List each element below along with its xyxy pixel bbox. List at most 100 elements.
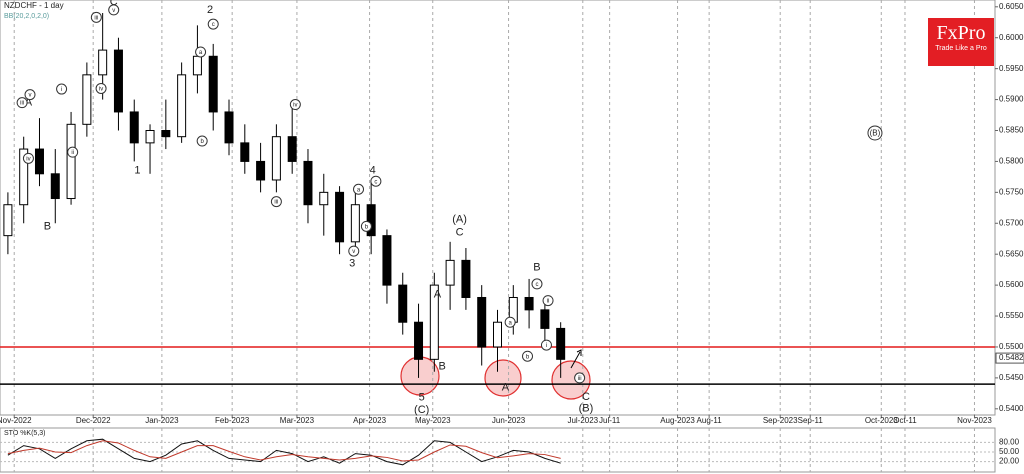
wave-label: B	[533, 262, 540, 274]
last-price-label: 0.5482	[999, 353, 1024, 362]
wave-label-circle	[867, 125, 883, 141]
candle-body	[398, 284, 408, 323]
logo-tagline: Trade Like a Pro	[935, 45, 987, 52]
candle-body	[208, 55, 218, 113]
candle-body	[493, 321, 502, 348]
candle-body	[445, 259, 455, 286]
y-tick-label: 0.5550	[999, 311, 1024, 320]
candle-body	[66, 123, 76, 200]
candle-body	[414, 321, 424, 360]
wave-label-circle	[22, 152, 34, 164]
x-tick-label: Apr-2023	[353, 416, 386, 425]
wave-label: A	[25, 97, 33, 109]
x-tick-label: Jan-2023	[145, 416, 179, 425]
y-tick-label: 0.5450	[999, 373, 1024, 382]
wave-label-circle	[504, 316, 516, 328]
candle-body	[429, 284, 439, 360]
candle-body	[19, 148, 29, 206]
candle-body	[335, 191, 345, 243]
wave-label: c	[535, 282, 538, 288]
highlight-circle	[551, 360, 591, 400]
wave-label-circle	[522, 350, 534, 362]
y-tick-label: 0.5650	[999, 249, 1024, 258]
candle-body	[540, 309, 550, 329]
wave-label-circle	[574, 372, 586, 384]
wave-label: iii	[20, 101, 24, 107]
y-tick-label: 0.5500	[999, 342, 1024, 351]
candle-body	[287, 136, 297, 162]
logo-name: FxPro	[936, 22, 986, 44]
last-price-box	[995, 352, 1024, 364]
highlight-circle	[484, 359, 522, 397]
wave-label: c	[374, 179, 377, 185]
wave-label: a	[357, 187, 361, 193]
wave-label: 2	[207, 4, 213, 16]
indicator-line	[7, 438, 561, 466]
wave-label: iii	[274, 200, 278, 206]
candle-body	[366, 204, 376, 237]
wave-label: iv	[99, 87, 103, 93]
wave-label: ii	[547, 299, 550, 305]
wave-label: b	[526, 354, 530, 360]
candle-body	[50, 173, 60, 200]
highlight-circles	[400, 356, 591, 400]
wave-label: i	[546, 343, 547, 349]
x-tick-label: Nov-2023	[957, 416, 992, 425]
logo: FxPro Trade Like a Pro	[928, 18, 994, 66]
indicator-line	[7, 440, 561, 462]
x-tick-label: Jun-2023	[492, 416, 526, 425]
wave-label: a	[199, 50, 203, 56]
wave-label: i	[61, 87, 62, 93]
wave-label: (C)	[414, 404, 429, 416]
y-tick-label: 80.00	[999, 438, 1020, 447]
x-tick-label: Feb-2023	[215, 416, 250, 425]
arrow	[570, 349, 582, 369]
wave-label: v	[29, 93, 32, 99]
candle-body	[319, 191, 329, 206]
y-tick-label: 0.6000	[999, 33, 1024, 42]
y-tick-label: 0.5400	[999, 404, 1024, 413]
y-tick-label: 20.00	[999, 457, 1020, 466]
y-tick-label: 0.5850	[999, 126, 1024, 135]
candle-body	[192, 55, 202, 76]
wave-label: B	[439, 361, 446, 373]
y-tick-label: 0.6050	[999, 2, 1024, 11]
wave-label: 1	[134, 165, 140, 177]
wave-label: 4	[370, 165, 376, 177]
candle-body	[98, 49, 108, 76]
candle-body	[240, 142, 250, 162]
wave-label: iv	[293, 103, 297, 109]
wave-label: a	[508, 320, 512, 326]
candle-body	[177, 74, 187, 138]
wave-label: b	[200, 139, 204, 145]
x-tick-label: Aug-2023	[660, 416, 695, 425]
wave-label-circle	[289, 99, 301, 111]
candle-body	[161, 129, 171, 138]
candle-body	[461, 259, 471, 298]
wave-label-circle	[540, 339, 552, 351]
candle-body	[34, 148, 44, 175]
x-tick-label: Oct-2023	[865, 416, 898, 425]
wave-label: c	[212, 22, 215, 28]
candle-body	[82, 74, 92, 125]
wave-label: (B)	[579, 403, 594, 415]
y-tick-label: 50.00	[999, 447, 1020, 456]
y-tick-label: 0.5750	[999, 187, 1024, 196]
wave-label-circle	[348, 245, 360, 257]
x-tick-label: Jul-11	[599, 416, 621, 425]
wave-label-circle	[196, 135, 208, 147]
wave-label: b	[365, 224, 369, 230]
wave-label-circle	[270, 196, 282, 208]
candle-body	[556, 327, 566, 360]
wave-label: B	[44, 220, 51, 232]
highlight-circle	[400, 356, 440, 396]
wave-label: iii	[578, 376, 582, 382]
wave-label: C	[582, 391, 590, 403]
wave-label-circle	[370, 175, 382, 187]
candle-body	[524, 296, 534, 311]
wave-label-circle	[542, 295, 554, 307]
wave-label: A	[434, 288, 442, 300]
candle-body	[303, 160, 313, 206]
